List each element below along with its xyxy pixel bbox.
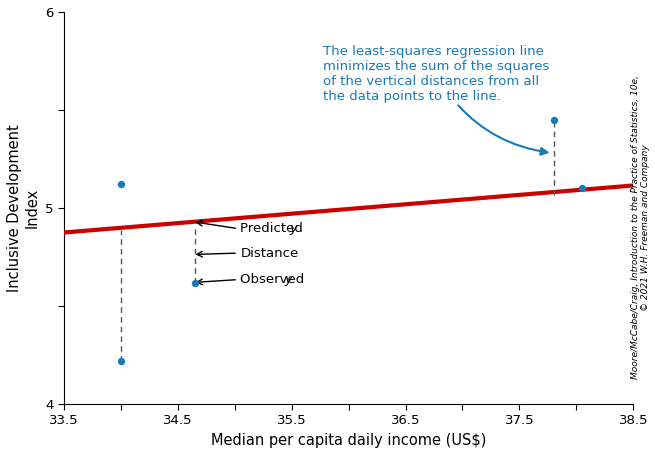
Point (577, 185, 588, 192)
Text: Moore/McCabe/Craig, Introduction to the Practice of Statistics, 10e,
© 2021 W.H.: Moore/McCabe/Craig, Introduction to the … (631, 76, 650, 379)
Text: y: y (290, 222, 297, 235)
X-axis label: Median per capita daily income (US$): Median per capita daily income (US$) (211, 433, 486, 448)
Point (115, 181, 126, 188)
Point (548, 116, 559, 123)
Point (115, 357, 126, 364)
Text: y: y (284, 273, 292, 286)
Y-axis label: Inclusive Development
Index: Inclusive Development Index (7, 124, 39, 292)
Text: Observed: Observed (240, 273, 309, 286)
Point (189, 279, 200, 286)
Text: The least-squares regression line
minimizes the sum of the squares
of the vertic: The least-squares regression line minimi… (323, 46, 550, 155)
Text: Predicted: Predicted (240, 222, 307, 235)
Text: Distance: Distance (240, 247, 299, 260)
